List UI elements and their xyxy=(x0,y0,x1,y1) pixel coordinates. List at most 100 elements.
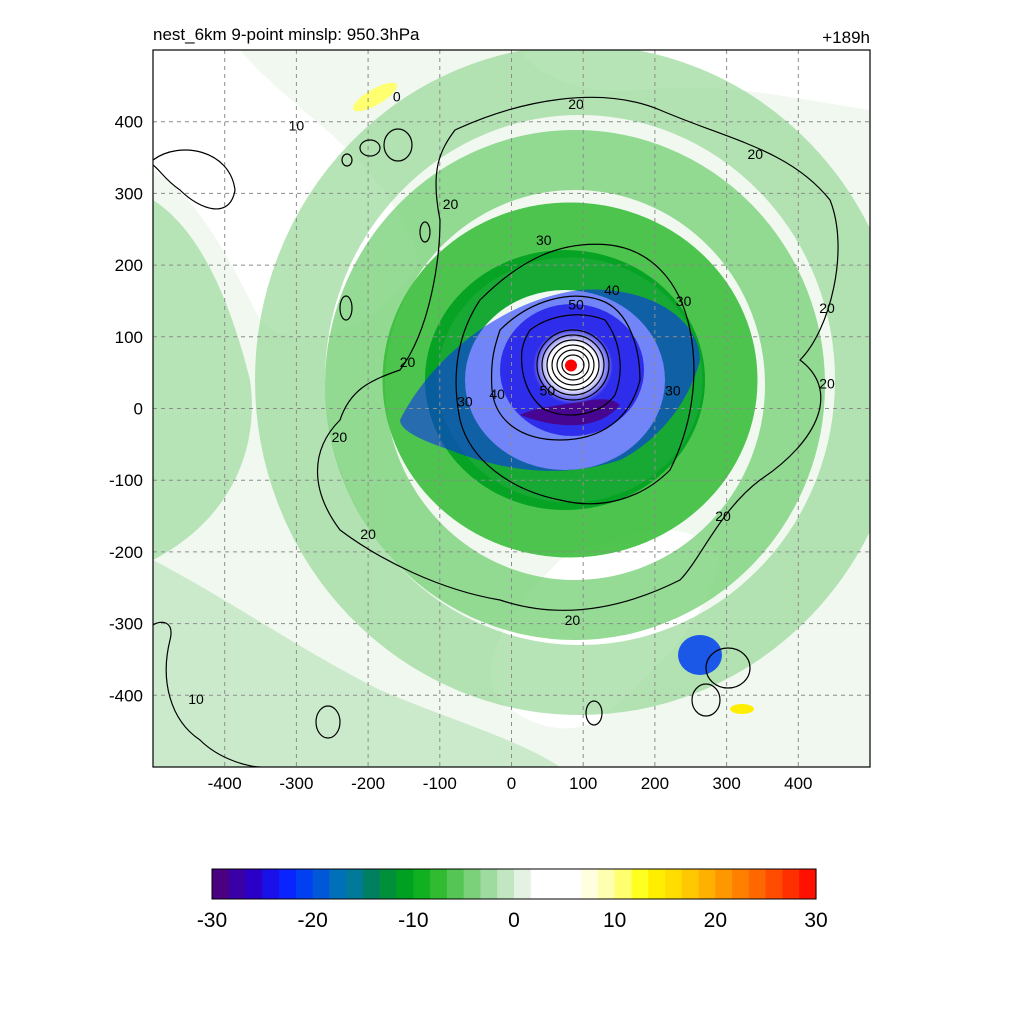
x-tick-label: 400 xyxy=(784,774,812,793)
contour-label: 20 xyxy=(819,375,835,391)
y-tick-label: 100 xyxy=(115,328,143,347)
colorbar-cell xyxy=(329,869,347,899)
colorbar-tick-label: -10 xyxy=(398,909,428,932)
colorbar-cell xyxy=(782,869,800,899)
x-tick-label: -400 xyxy=(208,774,242,793)
colorbar-cells xyxy=(212,869,817,899)
contour-10-nw xyxy=(153,149,236,210)
colorbar-cell xyxy=(228,869,247,899)
colorbar-cell xyxy=(262,869,280,899)
plot-area: 20 20 20 30 30 20 20 50 40 20 30 40 50 30 20 20 20 20 10 10… xyxy=(109,49,871,793)
colorbar-cell xyxy=(497,869,515,899)
contour-label: 50 xyxy=(568,297,584,313)
colorbar-cell xyxy=(648,869,666,899)
contour-label: 20 xyxy=(747,146,763,162)
colorbar-cell xyxy=(530,869,549,899)
colorbar-ticks: -30 -20 -10 0 10 20 30 xyxy=(197,909,828,932)
contour-20-outer xyxy=(316,96,839,612)
contour-label: 30 xyxy=(536,232,552,248)
contour-label: 30 xyxy=(457,393,473,409)
colorbar-cell xyxy=(363,869,381,899)
plot-frame xyxy=(152,49,871,768)
colorbar-cell xyxy=(396,869,414,899)
colorbar-tick-label: 10 xyxy=(603,909,626,932)
y-tick-label: 200 xyxy=(115,256,143,275)
contour-label: 30 xyxy=(665,383,681,399)
x-tick-label: 100 xyxy=(569,774,597,793)
colorbar-cell xyxy=(212,869,230,899)
x-tick-label: -300 xyxy=(279,774,313,793)
y-tick-label: 400 xyxy=(115,113,143,132)
colorbar-cell xyxy=(765,869,784,899)
small-contours xyxy=(315,128,751,739)
y-tick-label: -400 xyxy=(109,686,143,705)
colorbar-tick-label: -30 xyxy=(197,909,227,932)
colorbar-cell xyxy=(665,869,683,899)
contour-label: 20 xyxy=(819,300,835,316)
contour-label: 30 xyxy=(676,293,692,309)
contour-label: 0 xyxy=(393,89,401,105)
y-axis-ticks: 400 300 200 100 0 -100 -200 -300 -400 xyxy=(109,113,143,706)
forecast-hour: +189h xyxy=(822,28,870,47)
colorbar-tick-label: 30 xyxy=(804,909,827,932)
colorbar-tick-label: 0 xyxy=(508,909,520,932)
colorbar-cell xyxy=(614,869,633,899)
contour-label: 40 xyxy=(489,386,505,402)
contour-label: 20 xyxy=(715,508,731,524)
contour-label: 50 xyxy=(540,383,556,399)
contour-label: 40 xyxy=(604,282,620,298)
x-tick-label: 200 xyxy=(641,774,669,793)
colorbar-cell xyxy=(581,869,599,899)
y-tick-label: 300 xyxy=(115,184,143,203)
x-tick-label: -100 xyxy=(423,774,457,793)
storm-center-marker xyxy=(565,359,578,372)
colorbar-cell xyxy=(564,869,582,899)
colorbar-cell xyxy=(480,869,498,899)
y-tick-label: -300 xyxy=(109,615,143,634)
colorbar-cell xyxy=(312,869,331,899)
contour-label: 10 xyxy=(289,117,305,133)
eye-contours xyxy=(536,329,610,401)
y-tick-label: -200 xyxy=(109,543,143,562)
contour-30 xyxy=(455,243,695,505)
contour-labels: 20 20 20 30 30 20 20 50 40 20 30 40 50 30 20 20 20 20 10 10… xyxy=(188,89,835,707)
contour-label: 20 xyxy=(360,526,376,542)
colorbar-frame xyxy=(211,868,817,900)
colorbar-cell xyxy=(295,869,314,899)
colorbar-cell xyxy=(279,869,297,899)
colorbar-cell xyxy=(597,869,616,899)
colorbar-tick-label: -20 xyxy=(297,909,327,932)
contour-label: 10 xyxy=(188,691,204,707)
colorbar-cell xyxy=(748,869,767,899)
colorbar-cell xyxy=(698,869,716,899)
colorbar-cell xyxy=(379,869,398,899)
contour-label: 20 xyxy=(443,196,459,212)
figure-title: nest_6km 9-point minslp: 950.3hPa xyxy=(153,25,420,44)
colorbar-tick-label: 20 xyxy=(704,909,727,932)
colorbar-cell xyxy=(446,869,465,899)
colorbar-cell xyxy=(631,869,649,899)
colorbar-cell xyxy=(346,869,364,899)
y-tick-label: -100 xyxy=(109,471,143,490)
contour-label: 20 xyxy=(565,612,581,628)
y-tick-label: 0 xyxy=(134,400,143,419)
contour-label: 20 xyxy=(568,96,584,112)
contour-50 xyxy=(521,314,621,416)
x-axis-ticks: -400 -300 -200 -100 0 100 200 300 400 xyxy=(208,774,813,793)
x-tick-label: -200 xyxy=(351,774,385,793)
colorbar-cell xyxy=(245,869,263,899)
x-tick-label: 0 xyxy=(507,774,516,793)
colorbar-cell xyxy=(799,869,817,899)
shaded-field xyxy=(153,50,870,767)
colorbar-cell xyxy=(413,869,431,899)
contour-label: 20 xyxy=(400,354,416,370)
colorbar-cell xyxy=(681,869,700,899)
colorbar-cell xyxy=(715,869,733,899)
colorbar: -30 -20 -10 0 10 20 30 xyxy=(197,868,828,932)
colorbar-cell xyxy=(430,869,448,899)
colorbar-cell xyxy=(547,869,565,899)
colorbar-cell xyxy=(732,869,750,899)
colorbar-cell xyxy=(463,869,482,899)
contour-label: 20 xyxy=(332,429,348,445)
